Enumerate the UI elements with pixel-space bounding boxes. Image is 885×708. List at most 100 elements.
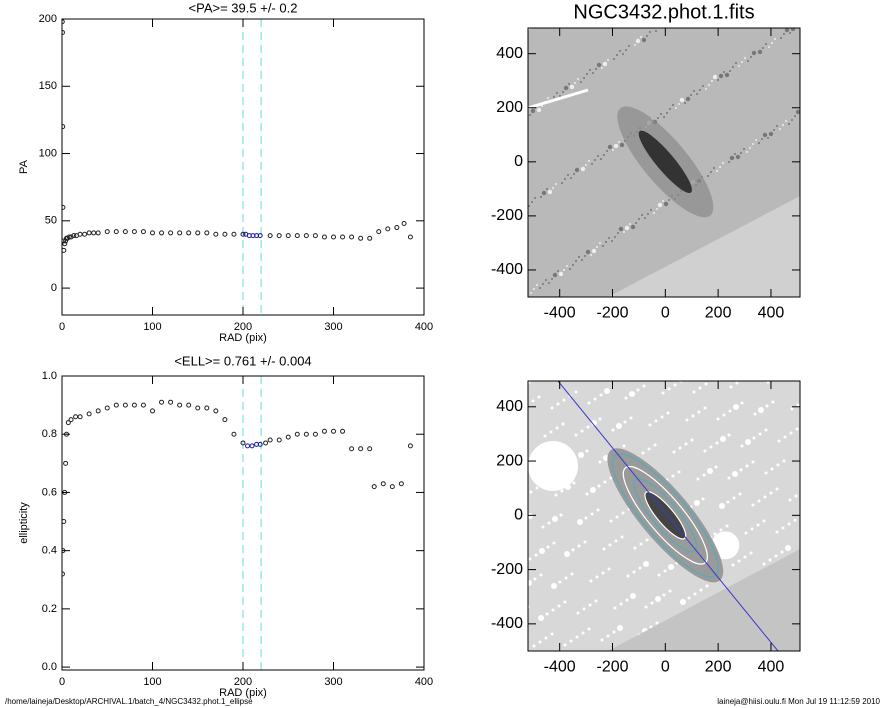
mask-blob [528,580,532,586]
mask-blob [552,516,558,522]
point [68,234,74,240]
mask-blob [620,535,624,539]
point [68,417,74,423]
mask-blob [580,429,584,433]
mask-blob [733,404,739,410]
star [767,137,769,139]
mask-blob [647,447,651,451]
mask-blob [763,495,767,499]
star [619,50,621,52]
star [696,93,698,95]
mask-blob [589,579,593,583]
star [685,96,691,102]
isophote [611,453,719,578]
mask-blob [739,468,743,472]
star [783,33,785,35]
x-tick-label: 0 [59,321,65,333]
mask-blob [558,580,562,584]
x-tick-label: -400 [544,659,576,676]
star [577,78,579,80]
star [710,171,712,173]
mask-blob [563,600,567,604]
mask-blob [666,411,670,415]
plot-area [528,28,800,297]
mask-blob [574,433,578,437]
star [740,152,742,154]
star [795,109,800,115]
star [559,95,561,97]
star [734,153,736,155]
mask-blob [787,522,791,526]
star [744,57,746,59]
point [294,431,300,437]
mask-blob [544,636,548,640]
mask-blob [559,513,563,517]
star [761,138,763,140]
star [705,88,707,90]
star [603,154,605,156]
point [177,402,183,408]
point [62,519,67,525]
galaxy-core [638,130,692,194]
mask-blob [790,407,794,411]
point [104,229,110,235]
star [580,166,586,172]
point [104,405,110,411]
star [601,67,603,69]
mask-blob [713,532,717,536]
star [788,123,790,125]
mask-blob [707,468,713,474]
point [186,230,192,236]
mask-blob [781,526,785,530]
mask-blob [577,544,581,548]
star [640,36,642,38]
point [195,230,201,236]
mask-blob [612,630,616,634]
point [294,233,300,239]
star [581,259,583,261]
mask-blob [785,545,791,551]
point [340,428,346,434]
mask-blob [597,484,601,488]
mask-blob [691,414,695,418]
y-axis-label: PA [18,159,30,174]
point [240,231,246,237]
mask-blob [642,384,646,388]
footer-right: laineja@hiisi.oulu.fi Mon Jul 19 11:12:5… [717,697,880,706]
point [249,443,255,449]
mask-blob [564,576,568,580]
mask-blob [660,415,664,419]
mask-blob [668,589,672,593]
mask-blob [775,487,779,491]
mask-blob [655,596,661,602]
mask-blob [719,528,723,532]
star [630,224,636,230]
mask-blob [584,516,588,520]
mask-blob [576,611,580,615]
mask-blob [703,449,707,453]
mask-blob [662,593,666,597]
star [668,199,670,201]
star [596,62,602,68]
mask-blob [562,398,566,402]
point [131,229,137,235]
y-tick-label: 200 [496,99,523,116]
star [635,38,641,44]
star [641,37,647,43]
mask-blob [699,588,703,592]
point [168,230,174,236]
mask-blob [591,420,597,426]
star [732,66,734,68]
star [669,108,671,110]
mask-blob [598,417,602,421]
star [657,202,663,208]
mask-blob [598,460,602,464]
point [186,402,192,408]
chart-title: <ELL>= 0.761 +/- 0.004 [174,353,311,368]
star [536,284,538,286]
mask-blob [529,490,533,494]
mask-blob [687,596,691,600]
point [321,234,327,240]
x-tick-label: 0 [661,305,670,322]
mask-blob [727,433,731,437]
